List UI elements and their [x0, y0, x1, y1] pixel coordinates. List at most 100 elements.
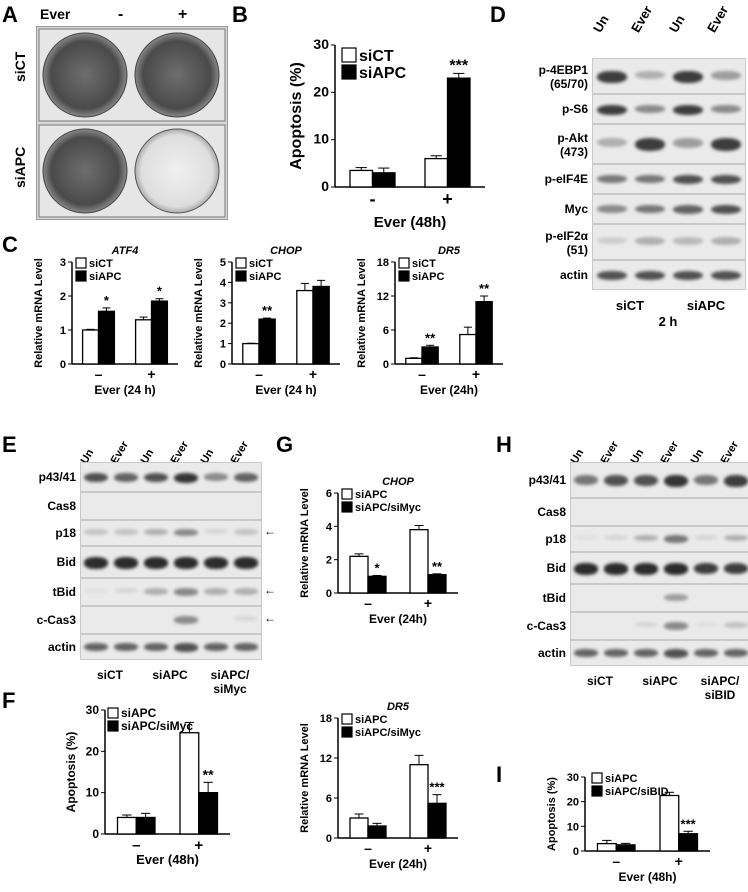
chart-c-dr5: DR5 0 6 12 18 Relative mRNA Level – + ** ** Ever (… [356, 245, 503, 397]
blot-band [694, 649, 718, 658]
blot-band [234, 643, 258, 652]
legend-label: siAPC [355, 489, 387, 501]
blot-strip [80, 492, 262, 520]
blot-strip [80, 462, 262, 492]
blot-band [634, 563, 658, 575]
blot-band [574, 474, 598, 485]
blot-row-label: p18 [55, 526, 76, 540]
significance-label: ** [432, 559, 443, 574]
blot-row-label: p18 [545, 532, 566, 546]
blot-band [672, 236, 704, 245]
blot-band [634, 474, 658, 487]
y-tick-label: 0 [383, 359, 389, 371]
blot-band [596, 270, 628, 281]
x-tick-label: – [95, 366, 103, 382]
blot-band [664, 649, 688, 658]
western-blot-h: UnEverUnEverUnEverp43/41Cas8p18←BidtBid←… [500, 439, 748, 702]
legend-swatch [75, 270, 87, 282]
blot-strip [80, 634, 262, 660]
blot-band [634, 104, 666, 113]
blot-row-label: Bid [56, 555, 76, 569]
panel-label-h: H [496, 432, 512, 457]
blot-band [174, 472, 198, 484]
blot-row-label: Bid [546, 561, 566, 575]
y-tick-label: 20 [567, 797, 579, 809]
blot-band [84, 529, 108, 535]
blot-strip [80, 546, 262, 578]
blot-band [664, 535, 688, 543]
blot-band [664, 474, 688, 488]
blot-row-label: p43/41 [528, 473, 566, 487]
blot-band [710, 174, 742, 185]
panel-a-row-siapc: siAPC [12, 146, 28, 188]
bar [296, 289, 314, 365]
bar [615, 844, 636, 852]
band-arrow-icon: ← [264, 524, 276, 538]
blot-band [174, 643, 198, 652]
blot-band [664, 621, 688, 630]
blot-row-label: Myc [564, 202, 588, 216]
blot-row-label: p43/41 [38, 470, 76, 484]
chart-b-apoptosis: 0 10 20 30 Apoptosis (%) - + *** Ever (48h) siCTs… [290, 36, 485, 230]
blot-group-label: siAPC [642, 674, 678, 688]
legend-label: siAPC [412, 271, 444, 283]
y-tick-label: 12 [377, 291, 389, 303]
blot-strip [570, 640, 748, 666]
significance-label: * [374, 561, 380, 576]
blot-band [724, 535, 748, 542]
y-tick-label: 18 [320, 713, 332, 725]
bar [116, 816, 137, 835]
significance-label: *** [429, 780, 445, 795]
significance-label: * [104, 293, 110, 308]
blot-strip [80, 606, 262, 634]
blot-band [604, 474, 628, 487]
legend-label: siAPC/siBID [605, 786, 669, 798]
chart-c-atf4: ATF4 0 1 2 3 Relative mRNA Level – + * * Ever (24 … [33, 245, 178, 397]
bar [424, 157, 449, 188]
blot-band [596, 204, 628, 213]
blot-band [84, 472, 108, 483]
blot-band [694, 474, 718, 485]
panel-label-a: A [2, 2, 18, 27]
x-tick-label: – [255, 366, 263, 382]
panel-a-row-sict: siCT [12, 51, 28, 82]
blot-strip [592, 164, 746, 194]
legend-swatch [341, 713, 353, 725]
blot-band [724, 621, 748, 628]
blot-band [174, 615, 198, 624]
blot-band [234, 529, 258, 535]
blot-band [710, 236, 742, 245]
bar [367, 825, 387, 839]
blot-band [204, 587, 228, 595]
legend-label: siAPC/siMyc [355, 502, 421, 514]
y-tick-label: 6 [326, 488, 332, 500]
blot-row-label: actin [537, 646, 566, 660]
blot-band [694, 535, 718, 541]
x-axis-label: Ever (24h) [369, 612, 427, 626]
blot-band [634, 621, 658, 628]
bar [371, 172, 396, 188]
legend-swatch [107, 707, 119, 719]
band-arrow-icon: ← [264, 583, 276, 597]
blot-band [596, 174, 628, 184]
x-tick-label: – [132, 837, 140, 854]
y-tick-label: 0 [321, 178, 329, 194]
blot-row-label: tBid [542, 591, 566, 605]
y-axis-label: Apoptosis (%) [290, 62, 305, 170]
blot-strip [592, 94, 746, 124]
blot-band [634, 70, 666, 79]
bar [596, 842, 617, 852]
chart-f-apoptosis: 0 10 20 30 Apoptosis (%) – + ** Ever (48h) siAPCs… [64, 703, 230, 867]
blot-group-label: siAPC [152, 668, 188, 682]
blot-band [694, 563, 718, 575]
chart-c-chop: CHOP 0 1 2 3 4 5 Relative mRNA Level – + ** Ever (2… [193, 245, 340, 397]
legend-swatch [341, 64, 357, 80]
blot-band [672, 174, 704, 185]
y-axis-label: Apoptosis (%) [546, 777, 558, 851]
bar [659, 794, 680, 852]
blot-band [672, 270, 704, 281]
blot-group-label: siCT [96, 668, 123, 682]
blot-band [114, 529, 138, 535]
significance-label: *** [449, 57, 468, 74]
blot-row-label: Cas8 [537, 505, 566, 519]
